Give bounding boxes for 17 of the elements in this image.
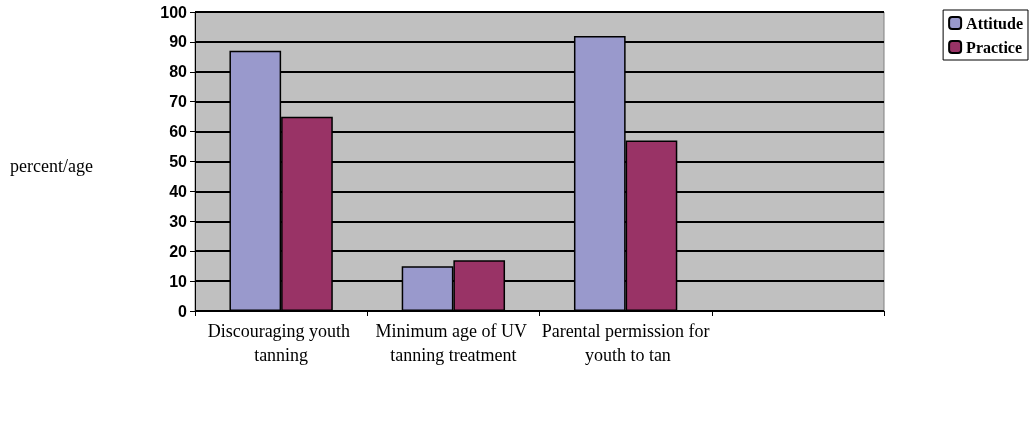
- legend-label: Practice: [966, 38, 1023, 56]
- y-tick-label: 100: [160, 3, 188, 21]
- y-tick-label: 0: [178, 302, 188, 320]
- x-tick-label: Parental permission for youth to tan: [541, 321, 710, 365]
- y-tick-label: 70: [169, 93, 188, 111]
- y-tick-label: 90: [169, 33, 188, 51]
- y-tick-label: 10: [169, 272, 188, 290]
- y-tick-label: 20: [169, 242, 188, 260]
- x-tick-label: Discouraging youth tanning: [207, 321, 355, 365]
- y-tick-label: 40: [169, 182, 188, 200]
- x-tick-label: Minimum age of UV tanning treatment: [375, 321, 532, 365]
- y-tick-label: 30: [169, 212, 188, 230]
- y-tick-label: 60: [169, 123, 188, 141]
- y-tick-label: 80: [169, 63, 188, 81]
- legend-label: Attitude: [966, 14, 1024, 32]
- y-axis-title: percent/age: [10, 156, 93, 176]
- y-tick-label: 50: [169, 153, 188, 170]
